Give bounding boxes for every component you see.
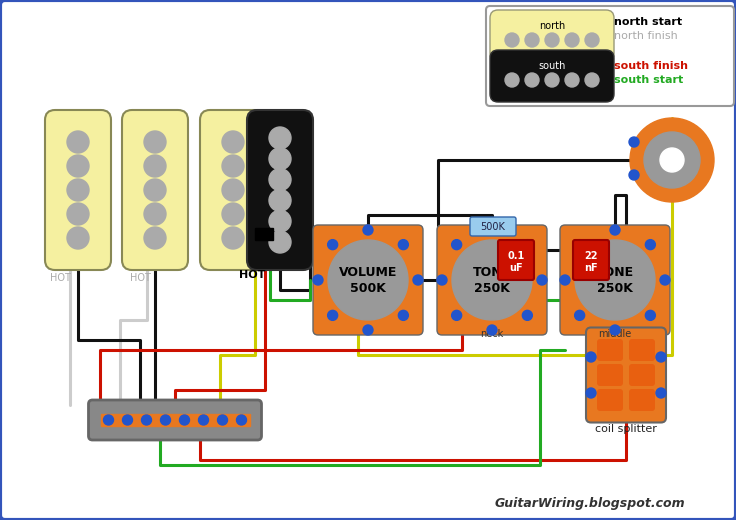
FancyBboxPatch shape <box>573 240 609 280</box>
Text: coil splitter: coil splitter <box>595 424 657 435</box>
FancyBboxPatch shape <box>560 225 670 335</box>
Circle shape <box>545 33 559 47</box>
Circle shape <box>67 131 89 153</box>
Circle shape <box>144 203 166 225</box>
Circle shape <box>67 203 89 225</box>
FancyBboxPatch shape <box>247 110 313 270</box>
FancyBboxPatch shape <box>313 225 423 335</box>
Circle shape <box>141 415 152 425</box>
Text: south: south <box>538 61 566 71</box>
Text: 250K: 250K <box>474 281 510 294</box>
Circle shape <box>505 33 519 47</box>
Text: middle: middle <box>598 329 631 339</box>
Circle shape <box>144 179 166 201</box>
Text: 250K: 250K <box>597 281 633 294</box>
Circle shape <box>505 73 519 87</box>
Circle shape <box>199 415 208 425</box>
Circle shape <box>269 127 291 149</box>
Circle shape <box>575 240 584 250</box>
FancyBboxPatch shape <box>45 110 111 270</box>
Text: GuitarWiring.blogspot.com: GuitarWiring.blogspot.com <box>495 498 685 511</box>
Circle shape <box>180 415 189 425</box>
Circle shape <box>437 275 447 285</box>
FancyBboxPatch shape <box>586 328 666 422</box>
Circle shape <box>656 352 666 362</box>
Circle shape <box>236 415 247 425</box>
Circle shape <box>222 203 244 225</box>
Circle shape <box>560 275 570 285</box>
Text: HOT: HOT <box>130 273 150 283</box>
FancyBboxPatch shape <box>88 400 261 440</box>
FancyBboxPatch shape <box>470 217 516 236</box>
Text: TONE: TONE <box>473 266 511 279</box>
Circle shape <box>645 240 655 250</box>
Circle shape <box>67 227 89 249</box>
Text: south start: south start <box>614 75 683 85</box>
Circle shape <box>537 275 547 285</box>
Circle shape <box>398 240 408 250</box>
Circle shape <box>222 131 244 153</box>
Circle shape <box>545 73 559 87</box>
Circle shape <box>656 388 666 398</box>
FancyBboxPatch shape <box>597 389 623 411</box>
Text: nF: nF <box>584 263 598 273</box>
Text: neck: neck <box>481 329 503 339</box>
FancyBboxPatch shape <box>486 6 734 106</box>
Text: 500K: 500K <box>481 222 506 232</box>
Circle shape <box>525 73 539 87</box>
Circle shape <box>586 388 596 398</box>
Circle shape <box>222 179 244 201</box>
Circle shape <box>398 310 408 320</box>
Circle shape <box>269 189 291 212</box>
Circle shape <box>575 310 584 320</box>
Circle shape <box>523 240 532 250</box>
Circle shape <box>630 118 714 202</box>
Circle shape <box>269 148 291 170</box>
Circle shape <box>452 240 532 320</box>
FancyBboxPatch shape <box>122 110 188 270</box>
Circle shape <box>363 325 373 335</box>
Circle shape <box>523 310 532 320</box>
FancyBboxPatch shape <box>629 389 655 411</box>
Circle shape <box>575 240 655 320</box>
Circle shape <box>328 240 408 320</box>
Circle shape <box>452 240 461 250</box>
Circle shape <box>222 227 244 249</box>
Text: north finish: north finish <box>614 31 678 41</box>
Circle shape <box>328 310 338 320</box>
Circle shape <box>585 33 599 47</box>
Text: uF: uF <box>509 263 523 273</box>
Text: south finish: south finish <box>614 61 688 71</box>
Circle shape <box>629 170 639 180</box>
FancyBboxPatch shape <box>629 339 655 361</box>
Circle shape <box>660 275 670 285</box>
Circle shape <box>452 310 461 320</box>
Text: north: north <box>539 21 565 31</box>
Circle shape <box>525 33 539 47</box>
Circle shape <box>413 275 423 285</box>
Circle shape <box>487 325 497 335</box>
Circle shape <box>586 352 596 362</box>
Circle shape <box>218 415 227 425</box>
Circle shape <box>144 227 166 249</box>
Circle shape <box>67 179 89 201</box>
Circle shape <box>610 225 620 235</box>
Bar <box>101 414 250 426</box>
Text: north start: north start <box>614 17 682 27</box>
FancyBboxPatch shape <box>597 364 623 386</box>
Circle shape <box>565 33 579 47</box>
Circle shape <box>104 415 113 425</box>
Circle shape <box>313 275 323 285</box>
Circle shape <box>363 225 373 235</box>
Circle shape <box>610 325 620 335</box>
Text: HOT: HOT <box>49 273 71 283</box>
Circle shape <box>660 148 684 172</box>
Circle shape <box>269 168 291 191</box>
Circle shape <box>487 225 497 235</box>
Circle shape <box>629 137 639 147</box>
Text: 22: 22 <box>584 251 598 261</box>
FancyBboxPatch shape <box>498 240 534 280</box>
Circle shape <box>122 415 132 425</box>
Text: 500K: 500K <box>350 281 386 294</box>
